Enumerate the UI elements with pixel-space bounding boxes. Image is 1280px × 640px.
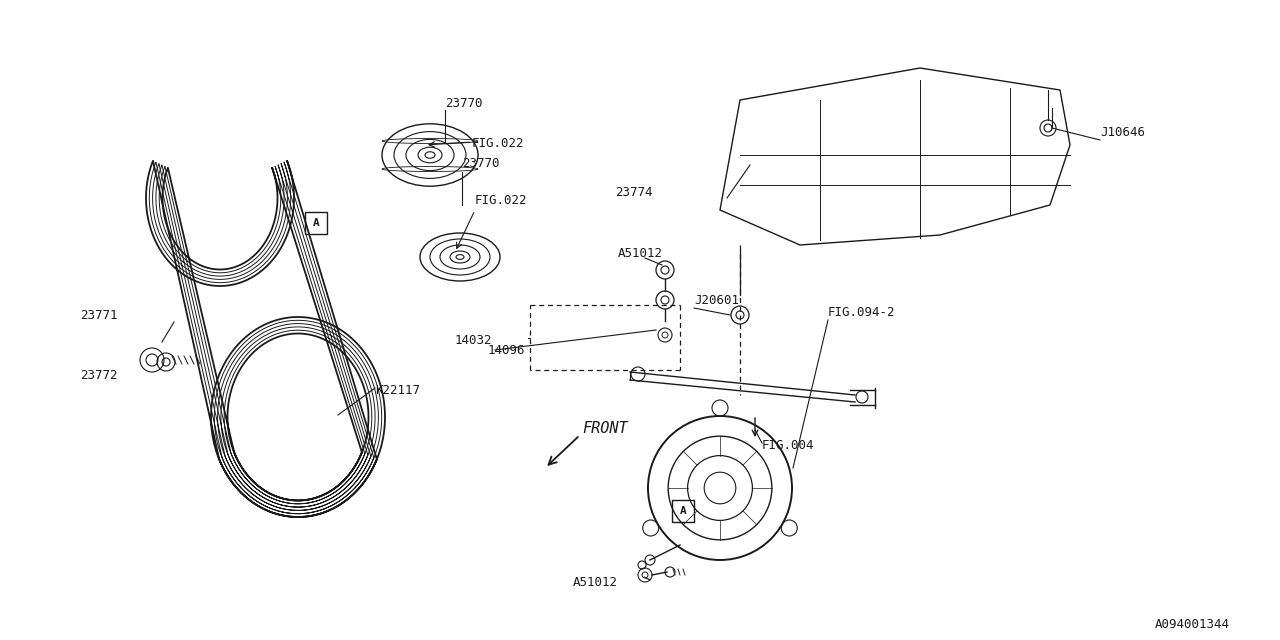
- Text: A: A: [312, 218, 320, 228]
- Text: A094001344: A094001344: [1155, 618, 1230, 632]
- Text: 23770: 23770: [445, 97, 483, 109]
- Text: A51012: A51012: [573, 575, 618, 589]
- Text: FIG.004: FIG.004: [762, 438, 814, 451]
- Text: K22117: K22117: [375, 383, 420, 397]
- Text: 14096: 14096: [488, 344, 526, 356]
- Text: 14032: 14032: [454, 333, 493, 346]
- Text: 23770: 23770: [462, 157, 499, 170]
- Text: 23771: 23771: [79, 308, 118, 321]
- Text: A: A: [680, 506, 686, 516]
- Text: J10646: J10646: [1100, 125, 1146, 138]
- Text: FRONT: FRONT: [582, 420, 627, 435]
- Text: 23774: 23774: [614, 186, 653, 198]
- Text: FIG.022: FIG.022: [472, 136, 525, 150]
- Text: J20601: J20601: [694, 294, 739, 307]
- Text: A51012: A51012: [618, 246, 663, 259]
- Text: FIG.022: FIG.022: [475, 193, 527, 207]
- Text: 23772: 23772: [79, 369, 118, 381]
- Text: FIG.094-2: FIG.094-2: [828, 305, 896, 319]
